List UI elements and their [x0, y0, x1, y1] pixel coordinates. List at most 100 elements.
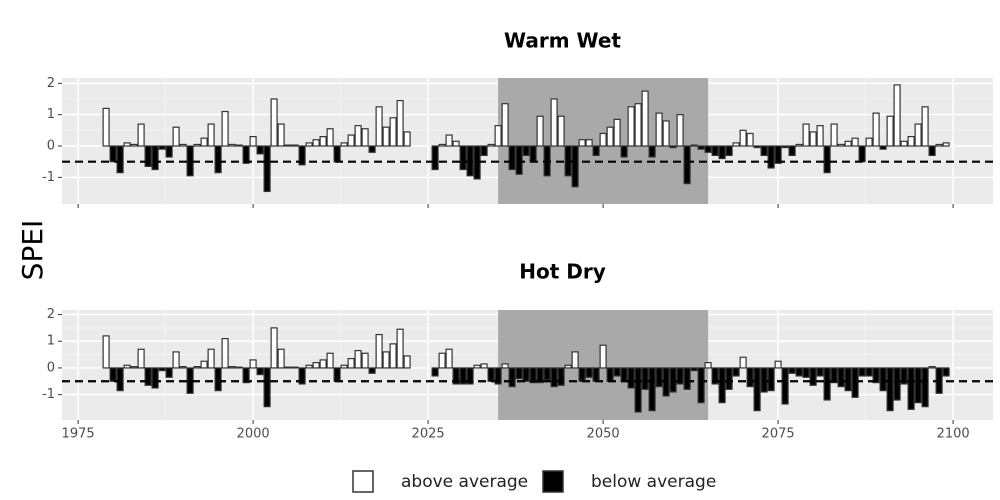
- bar: [571, 145, 579, 188]
- bar: [445, 348, 453, 369]
- bar: [214, 367, 222, 392]
- bar: [102, 107, 110, 147]
- bar: [788, 367, 796, 374]
- bar: [109, 145, 117, 163]
- bar: [739, 356, 747, 369]
- bar: [935, 143, 943, 147]
- bar: [536, 367, 544, 384]
- bar: [830, 367, 838, 384]
- bar: [515, 145, 523, 175]
- bar: [452, 367, 460, 385]
- bar: [109, 367, 117, 382]
- bar: [767, 367, 775, 392]
- y-axis-label: SPEI: [16, 220, 49, 281]
- bar: [767, 145, 775, 169]
- bar: [907, 367, 915, 410]
- bar: [893, 84, 901, 147]
- bar: [116, 367, 124, 392]
- bar: [466, 367, 474, 385]
- bar: [137, 123, 145, 147]
- bar: [536, 115, 544, 147]
- legend-swatch: [542, 470, 564, 493]
- bar: [578, 139, 586, 147]
- bar: [641, 90, 649, 147]
- bar: [165, 145, 173, 158]
- bar: [256, 367, 264, 376]
- bar: [298, 145, 306, 166]
- bar: [627, 367, 635, 389]
- bar: [242, 367, 250, 384]
- bar: [438, 352, 446, 369]
- bar: [221, 337, 229, 369]
- bar: [284, 366, 292, 369]
- bar: [844, 367, 852, 392]
- bar: [585, 367, 593, 378]
- legend-swatch: [352, 470, 374, 493]
- bar: [872, 367, 880, 384]
- bar: [697, 367, 705, 404]
- bar: [830, 123, 838, 147]
- bar: [214, 145, 222, 174]
- bar: [361, 352, 369, 369]
- bar: [487, 367, 495, 382]
- bar: [270, 327, 278, 369]
- bar: [333, 145, 341, 163]
- bar: [151, 367, 159, 389]
- bar: [655, 112, 663, 147]
- bar: [396, 99, 404, 147]
- bar: [746, 132, 754, 147]
- bar: [907, 136, 915, 147]
- bar: [165, 367, 173, 378]
- bar: [725, 145, 733, 157]
- bar: [480, 145, 488, 157]
- y-tick-label: 1: [47, 334, 55, 349]
- bar: [669, 367, 677, 393]
- panel-title: Warm Wet: [504, 29, 621, 53]
- bar: [879, 367, 887, 392]
- bar: [774, 145, 782, 164]
- bar: [795, 367, 803, 377]
- bar: [641, 367, 649, 390]
- bar: [634, 367, 642, 413]
- bar: [599, 344, 607, 369]
- bar: [319, 359, 327, 369]
- bar: [298, 367, 306, 385]
- bar: [340, 364, 348, 369]
- bar: [851, 137, 859, 147]
- bar: [144, 367, 152, 386]
- bar: [662, 120, 670, 147]
- bar: [403, 131, 411, 147]
- bar: [123, 364, 131, 369]
- bar: [613, 118, 621, 147]
- bar: [634, 103, 642, 147]
- bar: [284, 144, 292, 147]
- bar: [774, 360, 782, 369]
- bar: [886, 115, 894, 147]
- bar: [382, 126, 390, 147]
- bar: [263, 367, 271, 408]
- bar: [333, 367, 341, 382]
- x-tick-label: 2050: [587, 427, 620, 442]
- bar: [494, 367, 502, 385]
- bar: [235, 366, 243, 369]
- bar: [571, 351, 579, 369]
- bar: [900, 367, 908, 385]
- bar: [816, 367, 824, 377]
- bar: [914, 367, 922, 404]
- bar: [368, 367, 376, 374]
- bar: [711, 145, 719, 157]
- bar: [431, 145, 439, 171]
- bar: [760, 145, 768, 157]
- bar: [781, 145, 789, 149]
- bar: [725, 367, 733, 390]
- bar: [704, 361, 712, 369]
- bar: [900, 140, 908, 147]
- bar: [501, 363, 509, 369]
- bar: [158, 367, 166, 372]
- bar: [179, 366, 187, 369]
- bar: [529, 145, 537, 163]
- bar: [403, 355, 411, 369]
- bar: [669, 145, 677, 149]
- bar: [501, 103, 509, 147]
- bar: [557, 367, 565, 386]
